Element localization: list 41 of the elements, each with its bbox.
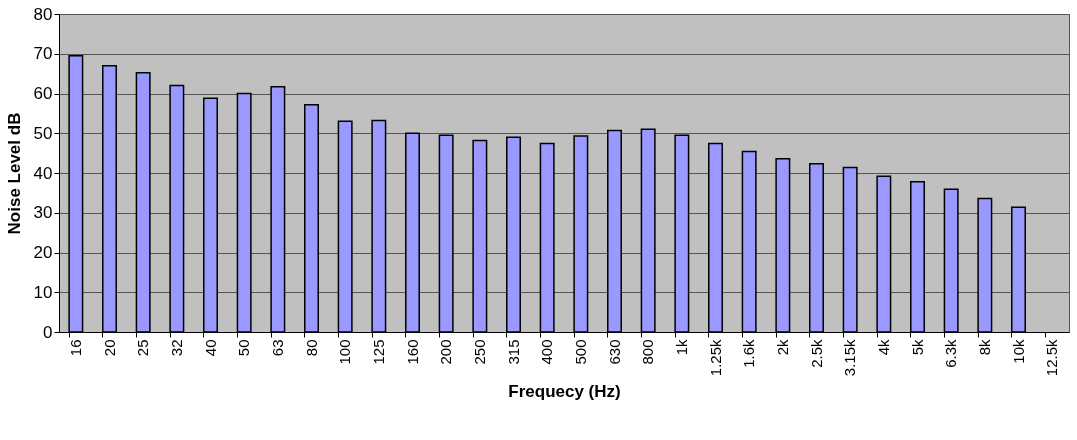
- x-tick-label: 200: [437, 339, 455, 365]
- x-tick-label: 4k: [874, 339, 892, 356]
- y-tick-label: 40: [33, 163, 53, 183]
- x-tick-label: 125: [369, 339, 387, 365]
- y-tick-label: 60: [33, 84, 53, 103]
- x-tick-label: 500: [571, 339, 589, 365]
- x-tick-label: 25: [134, 339, 152, 357]
- x-tick-label: 32: [167, 339, 185, 357]
- x-tick-label: 63: [268, 339, 286, 357]
- x-tick-label: 1.6k: [740, 339, 758, 368]
- x-tick-label: 100: [336, 339, 354, 365]
- x-tick-label: 400: [538, 339, 556, 365]
- y-tick-label: 10: [33, 282, 53, 302]
- y-tick-label: 30: [33, 203, 53, 223]
- x-tick-label: 80: [302, 339, 320, 357]
- x-tick-label: 8k: [975, 339, 993, 356]
- y-tick-label: 70: [33, 44, 53, 64]
- x-tick-label: 16: [66, 339, 84, 357]
- x-tick-label: 5k: [908, 339, 926, 356]
- x-tick-label: 1.25k: [706, 339, 724, 377]
- y-tick-label: 20: [33, 243, 53, 262]
- x-tick-label: 40: [201, 339, 219, 357]
- x-tick-label: 800: [639, 339, 657, 365]
- x-axis-title: Frequecy (Hz): [508, 382, 621, 402]
- x-tick-label: 12.5k: [1043, 339, 1061, 377]
- x-tick-label: 2k: [773, 339, 791, 356]
- x-tick-label: 315: [504, 339, 522, 365]
- y-tick-label: 0: [43, 322, 53, 342]
- x-tick-label: 20: [100, 339, 118, 357]
- x-tick-label: 1k: [672, 339, 690, 356]
- x-tick-label: 160: [403, 339, 421, 365]
- x-tick-label: 10k: [1009, 339, 1027, 364]
- x-tick-label: 3.15k: [841, 339, 859, 377]
- x-tick-label: 6.3k: [942, 339, 960, 368]
- y-axis-title: Noise Level dB: [4, 112, 24, 235]
- x-tick-label: 630: [605, 339, 623, 365]
- y-tick-label: 80: [33, 4, 53, 24]
- x-tick-label: 50: [235, 339, 253, 357]
- y-tick-label: 50: [33, 123, 53, 143]
- x-tick-label: 2.5k: [807, 339, 825, 368]
- x-tick-label: 250: [470, 339, 488, 365]
